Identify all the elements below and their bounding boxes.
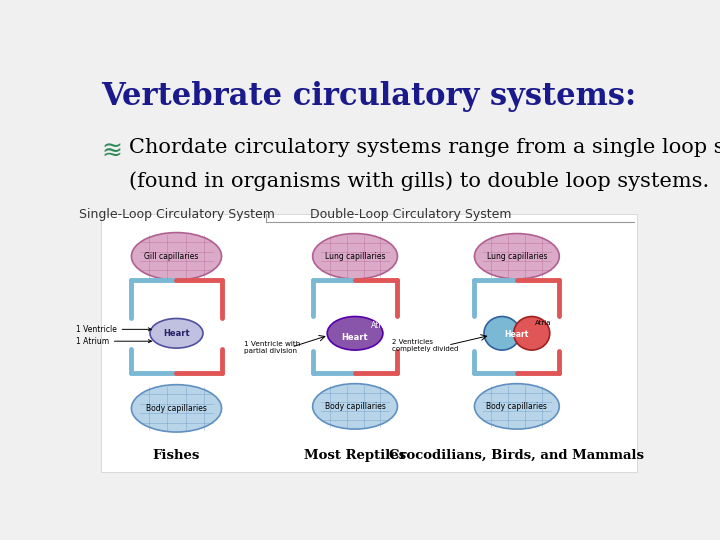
- Text: Fishes: Fishes: [153, 449, 200, 462]
- Text: Body capillaries: Body capillaries: [487, 402, 547, 411]
- Text: Crocodilians, Birds, and Mammals: Crocodilians, Birds, and Mammals: [390, 449, 644, 462]
- Text: Double-Loop Circulatory System: Double-Loop Circulatory System: [310, 208, 512, 221]
- Text: Single-Loop Circulatory System: Single-Loop Circulatory System: [78, 208, 274, 221]
- Ellipse shape: [312, 234, 397, 279]
- Text: 1 Ventricle with
partial division: 1 Ventricle with partial division: [244, 341, 300, 354]
- Text: 1 Atrium: 1 Atrium: [76, 337, 151, 346]
- Ellipse shape: [484, 316, 520, 350]
- Ellipse shape: [513, 316, 550, 350]
- Ellipse shape: [312, 383, 397, 429]
- Ellipse shape: [327, 316, 383, 350]
- Text: Body capillaries: Body capillaries: [146, 404, 207, 413]
- Text: Lung capillaries: Lung capillaries: [487, 252, 547, 261]
- Text: Atria: Atria: [371, 321, 390, 330]
- Ellipse shape: [474, 383, 559, 429]
- Text: Heart: Heart: [505, 330, 529, 339]
- Text: (found in organisms with gills) to double loop systems.: (found in organisms with gills) to doubl…: [129, 171, 709, 191]
- Text: Body capillaries: Body capillaries: [325, 402, 385, 411]
- Text: Atria: Atria: [536, 320, 552, 326]
- Text: Chordate circulatory systems range from a single loop system: Chordate circulatory systems range from …: [129, 138, 720, 157]
- Text: Gill capillaries: Gill capillaries: [144, 252, 199, 261]
- Text: 2 Ventricles
completely divided: 2 Ventricles completely divided: [392, 339, 459, 352]
- FancyBboxPatch shape: [101, 214, 637, 472]
- Text: 1 Ventricle: 1 Ventricle: [76, 325, 151, 334]
- Text: ≋: ≋: [101, 140, 122, 164]
- Ellipse shape: [132, 233, 222, 280]
- Text: Vertebrate circulatory systems:: Vertebrate circulatory systems:: [101, 82, 636, 112]
- Text: Most Reptiles: Most Reptiles: [304, 449, 406, 462]
- Ellipse shape: [150, 319, 203, 348]
- Ellipse shape: [132, 384, 222, 432]
- Text: Heart: Heart: [163, 329, 190, 338]
- Ellipse shape: [474, 234, 559, 279]
- Text: Lung capillaries: Lung capillaries: [325, 252, 385, 261]
- Text: Heart: Heart: [342, 333, 369, 342]
